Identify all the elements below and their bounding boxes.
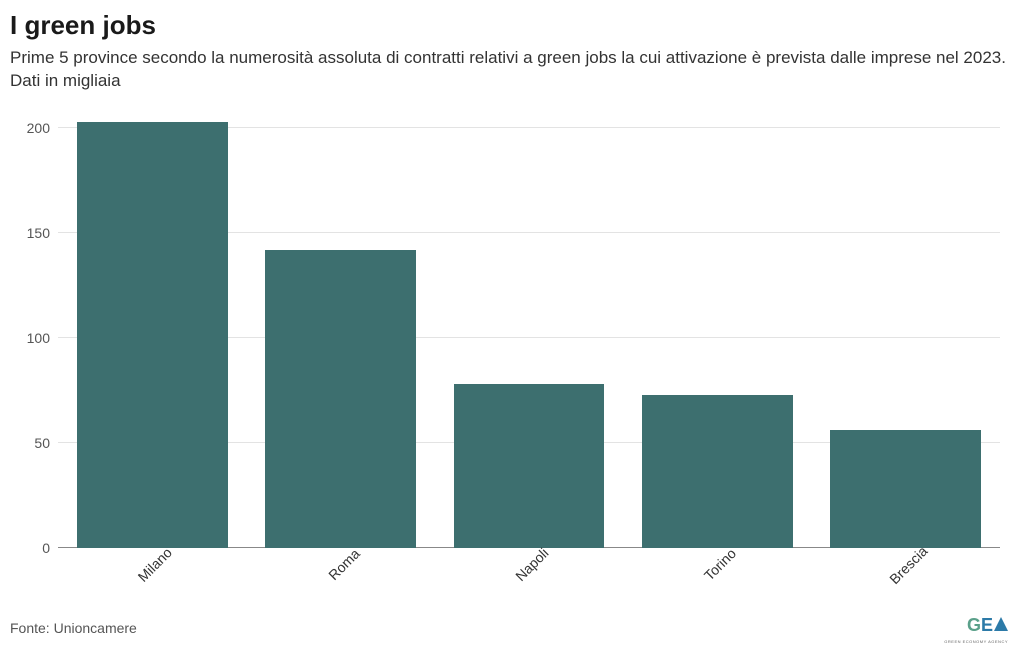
bar-torino <box>642 395 793 548</box>
chart-subtitle: Prime 5 province secondo la numerosità a… <box>10 47 1010 93</box>
ytick-label: 200 <box>12 120 50 136</box>
bar-slot: Brescia <box>812 118 1000 548</box>
bar-slot: Torino <box>623 118 811 548</box>
bar-napoli <box>454 384 605 548</box>
ytick-label: 0 <box>12 540 50 556</box>
bar-roma <box>265 250 416 548</box>
logo-letter-e: E <box>981 615 992 636</box>
ytick-label: 50 <box>12 435 50 451</box>
logo-subtext: GREEN ECONOMY AGENCY <box>944 639 1008 644</box>
bar-slot: Milano <box>58 118 246 548</box>
xtick-label: Napoli <box>512 545 551 584</box>
ytick-label: 100 <box>12 330 50 346</box>
source-label: Fonte: Unioncamere <box>10 620 137 636</box>
bar-slot: Roma <box>246 118 434 548</box>
bar-slot: Napoli <box>435 118 623 548</box>
chart-title: I green jobs <box>10 10 1010 41</box>
bars-group: Milano Roma Napoli Torino Brescia <box>58 118 1000 548</box>
plot-area: Milano Roma Napoli Torino Brescia <box>58 118 1000 548</box>
bar-brescia <box>830 430 981 548</box>
xtick-label: Roma <box>325 545 363 583</box>
xtick-label: Torino <box>701 545 739 583</box>
bar-milano <box>77 122 228 548</box>
triangle-icon <box>994 617 1008 631</box>
gea-logo: G E <box>967 615 1008 636</box>
ytick-label: 150 <box>12 225 50 241</box>
logo-letter-g: G <box>967 615 980 636</box>
chart-container: 0 50 100 150 200 Milano Roma Napoli <box>10 103 1000 593</box>
xtick-label: Brescia <box>886 543 930 587</box>
xtick-label: Milano <box>135 544 175 584</box>
